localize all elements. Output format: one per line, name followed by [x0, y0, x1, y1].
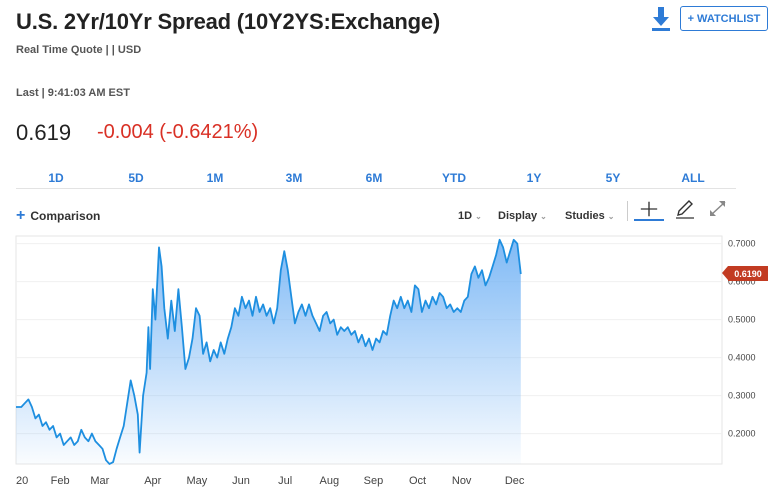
chevron-down-icon: ⌄	[540, 212, 547, 221]
y-tick-label: 0.5000	[728, 315, 756, 325]
price-change: -0.004 (-0.6421%)	[97, 121, 259, 143]
x-tick-label: Aug	[319, 475, 339, 487]
series-line	[16, 238, 522, 465]
pencil-icon[interactable]	[674, 199, 696, 219]
y-tick-label: 0.4000	[728, 353, 756, 363]
chevron-down-icon: ⌄	[607, 212, 615, 221]
range-all[interactable]: ALL	[681, 171, 705, 185]
y-tick-label: 0.6000	[728, 277, 756, 287]
studies-dropdown[interactable]: Studies ⌄	[565, 210, 614, 222]
range-3m[interactable]: 3M	[285, 171, 303, 185]
range-5d[interactable]: 5D	[128, 171, 144, 185]
plus-icon: +	[16, 207, 26, 224]
range-ytd[interactable]: YTD	[442, 171, 466, 185]
x-tick-label: Sep	[364, 475, 384, 487]
chevron-down-icon: ⌄	[475, 212, 482, 221]
comparison-label: Comparison	[30, 209, 101, 223]
crosshair-icon[interactable]	[634, 199, 664, 221]
download-icon[interactable]	[650, 6, 672, 32]
x-tick-label: Feb	[51, 475, 70, 487]
watchlist-button[interactable]: + WATCHLIST	[680, 6, 768, 31]
studies-label: Studies	[565, 210, 605, 222]
last-trade-time: Last | 9:41:03 AM EST	[16, 87, 130, 99]
range-5y[interactable]: 5Y	[605, 171, 621, 185]
x-tick-label: Nov	[452, 475, 472, 487]
x-tick-label: Dec	[505, 475, 525, 487]
x-tick-label: Apr	[144, 475, 161, 487]
quote-subtitle: Real Time Quote | | USD	[16, 44, 142, 56]
y-tick-label: 0.7000	[728, 239, 756, 249]
display-label: Display	[498, 210, 538, 222]
spread-chart[interactable]: 0.2000 0.3000 0.4000 0.5000 0.6000 0.7000 20 F…	[0, 230, 782, 501]
range-6m[interactable]: 6M	[365, 171, 383, 185]
x-tick-label: Jun	[232, 475, 250, 487]
range-1m[interactable]: 1M	[206, 171, 224, 185]
chart-canvas[interactable]: 0.2000 0.3000 0.4000 0.5000 0.6000 0.7000 20 F…	[0, 230, 782, 501]
area-fill	[16, 239, 521, 464]
y-tick-label: 0.2000	[728, 429, 756, 439]
interval-label: 1D	[458, 210, 473, 222]
range-selector: 1D 5D 1M 3M 6M YTD 1Y 5Y ALL	[16, 170, 736, 189]
page-title: U.S. 2Yr/10Yr Spread (10Y2YS:Exchange)	[16, 9, 441, 34]
display-dropdown[interactable]: Display ⌄	[498, 210, 547, 222]
last-price: 0.619	[16, 120, 72, 145]
x-tick-label: 20	[16, 475, 28, 487]
toolbar-divider	[627, 201, 628, 221]
x-tick-label: Jul	[278, 475, 292, 487]
range-1d[interactable]: 1D	[48, 171, 64, 185]
range-1y[interactable]: 1Y	[526, 171, 542, 185]
y-tick-label: 0.3000	[728, 391, 756, 401]
comparison-button[interactable]: + Comparison	[16, 207, 101, 224]
x-tick-label: Oct	[409, 475, 426, 487]
interval-dropdown[interactable]: 1D ⌄	[458, 210, 482, 222]
current-price-tag: 0.6190	[722, 266, 768, 281]
x-tick-label: May	[187, 475, 208, 487]
expand-icon[interactable]	[707, 199, 729, 219]
x-tick-label: Mar	[90, 475, 109, 487]
